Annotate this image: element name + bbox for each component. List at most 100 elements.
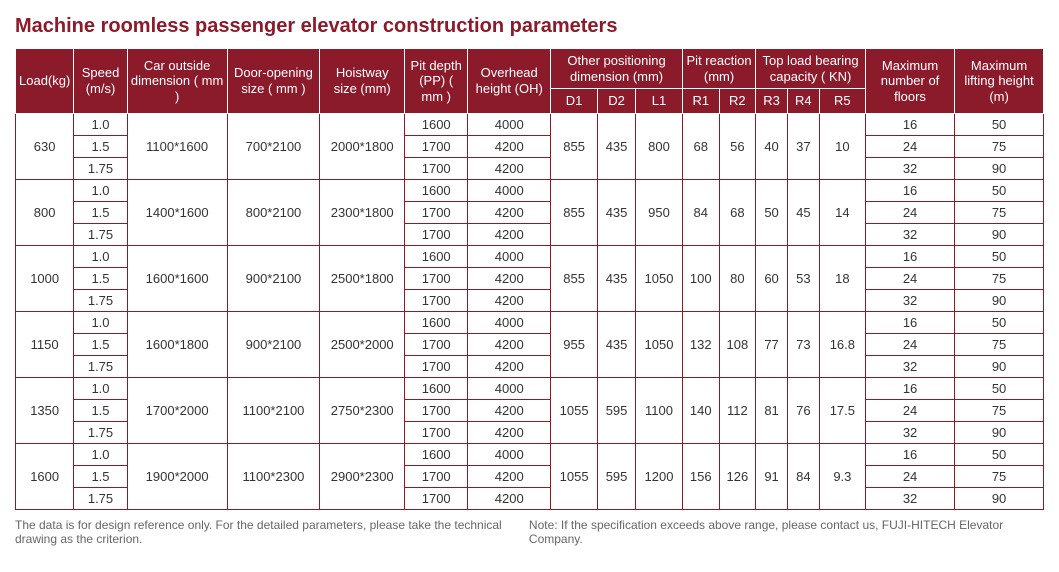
cell-oh: 4000 <box>468 113 551 135</box>
cell-floors: 24 <box>865 465 954 487</box>
cell-r5: 17.5 <box>819 377 865 443</box>
page-title: Machine roomless passenger elevator cons… <box>15 15 1044 38</box>
cell-load: 1000 <box>16 245 74 311</box>
cell-car: 1600*1600 <box>127 245 227 311</box>
cell-oh: 4200 <box>468 157 551 179</box>
header-r5: R5 <box>819 89 865 114</box>
cell-r3: 81 <box>756 377 788 443</box>
cell-r3: 60 <box>756 245 788 311</box>
parameters-table: Load(kg) Speed (m/s) Car outside dimensi… <box>15 48 1044 510</box>
cell-r4: 45 <box>787 179 819 245</box>
cell-oh: 4200 <box>468 135 551 157</box>
cell-load: 630 <box>16 113 74 179</box>
cell-oh: 4200 <box>468 201 551 223</box>
cell-height: 75 <box>955 201 1044 223</box>
cell-floors: 32 <box>865 223 954 245</box>
cell-height: 90 <box>955 355 1044 377</box>
cell-height: 75 <box>955 333 1044 355</box>
cell-speed: 1.0 <box>74 113 127 135</box>
header-r1: R1 <box>682 89 719 114</box>
cell-r1: 132 <box>682 311 719 377</box>
table-row: 13501.01700*20001100*21002750*2300160040… <box>16 377 1044 399</box>
cell-r3: 77 <box>756 311 788 377</box>
cell-r2: 56 <box>719 113 756 179</box>
header-r4: R4 <box>787 89 819 114</box>
cell-floors: 16 <box>865 311 954 333</box>
cell-r1: 68 <box>682 113 719 179</box>
cell-pit: 1600 <box>405 179 468 201</box>
cell-pit: 1700 <box>405 399 468 421</box>
cell-height: 50 <box>955 311 1044 333</box>
cell-hoistway: 2000*1800 <box>320 113 405 179</box>
cell-d1: 1055 <box>551 443 598 509</box>
cell-d2: 435 <box>598 113 636 179</box>
cell-height: 75 <box>955 267 1044 289</box>
cell-r3: 50 <box>756 179 788 245</box>
header-load: Load(kg) <box>16 49 74 114</box>
cell-r2: 68 <box>719 179 756 245</box>
cell-floors: 24 <box>865 399 954 421</box>
cell-height: 90 <box>955 289 1044 311</box>
cell-height: 75 <box>955 465 1044 487</box>
cell-hoistway: 2900*2300 <box>320 443 405 509</box>
cell-door: 800*2100 <box>227 179 320 245</box>
cell-pit: 1700 <box>405 223 468 245</box>
cell-floors: 16 <box>865 179 954 201</box>
cell-speed: 1.0 <box>74 377 127 399</box>
cell-pit: 1600 <box>405 113 468 135</box>
cell-l1: 800 <box>636 113 683 179</box>
cell-oh: 4000 <box>468 311 551 333</box>
cell-pit: 1700 <box>405 267 468 289</box>
header-otherpos: Other positioning dimension (mm) <box>551 49 683 89</box>
cell-hoistway: 2500*1800 <box>320 245 405 311</box>
cell-oh: 4200 <box>468 333 551 355</box>
cell-height: 50 <box>955 245 1044 267</box>
table-row: 16001.01900*20001100*23002900*2300160040… <box>16 443 1044 465</box>
cell-r1: 156 <box>682 443 719 509</box>
cell-height: 50 <box>955 113 1044 135</box>
table-row: 8001.01400*1600800*21002300*180016004000… <box>16 179 1044 201</box>
cell-r2: 108 <box>719 311 756 377</box>
cell-speed: 1.5 <box>74 333 127 355</box>
cell-speed: 1.5 <box>74 465 127 487</box>
cell-pit: 1700 <box>405 333 468 355</box>
table-row: 11501.01600*1800900*21002500*20001600400… <box>16 311 1044 333</box>
header-speed: Speed (m/s) <box>74 49 127 114</box>
cell-speed: 1.0 <box>74 245 127 267</box>
cell-car: 1600*1800 <box>127 311 227 377</box>
cell-speed: 1.75 <box>74 157 127 179</box>
cell-speed: 1.75 <box>74 487 127 509</box>
cell-d1: 955 <box>551 311 598 377</box>
cell-oh: 4000 <box>468 245 551 267</box>
cell-oh: 4200 <box>468 399 551 421</box>
cell-load: 1350 <box>16 377 74 443</box>
cell-speed: 1.75 <box>74 223 127 245</box>
header-d2: D2 <box>598 89 636 114</box>
cell-floors: 16 <box>865 443 954 465</box>
cell-floors: 32 <box>865 355 954 377</box>
cell-floors: 24 <box>865 333 954 355</box>
cell-height: 50 <box>955 443 1044 465</box>
cell-l1: 1100 <box>636 377 683 443</box>
cell-r4: 73 <box>787 311 819 377</box>
cell-height: 90 <box>955 223 1044 245</box>
cell-speed: 1.5 <box>74 135 127 157</box>
header-topload: Top load bearing capacity ( KN) <box>756 49 866 89</box>
header-door: Door-opening size ( mm ) <box>227 49 320 114</box>
header-hoistway: Hoistway size (mm) <box>320 49 405 114</box>
cell-speed: 1.0 <box>74 179 127 201</box>
header-pitreact: Pit reaction (mm) <box>682 49 755 89</box>
cell-oh: 4200 <box>468 289 551 311</box>
cell-speed: 1.5 <box>74 201 127 223</box>
cell-r2: 126 <box>719 443 756 509</box>
cell-oh: 4000 <box>468 443 551 465</box>
header-d1: D1 <box>551 89 598 114</box>
cell-hoistway: 2500*2000 <box>320 311 405 377</box>
cell-floors: 24 <box>865 201 954 223</box>
cell-car: 1400*1600 <box>127 179 227 245</box>
header-r2: R2 <box>719 89 756 114</box>
cell-speed: 1.0 <box>74 443 127 465</box>
cell-pit: 1700 <box>405 421 468 443</box>
table-row: 6301.01100*1600700*21002000*180016004000… <box>16 113 1044 135</box>
cell-r1: 100 <box>682 245 719 311</box>
